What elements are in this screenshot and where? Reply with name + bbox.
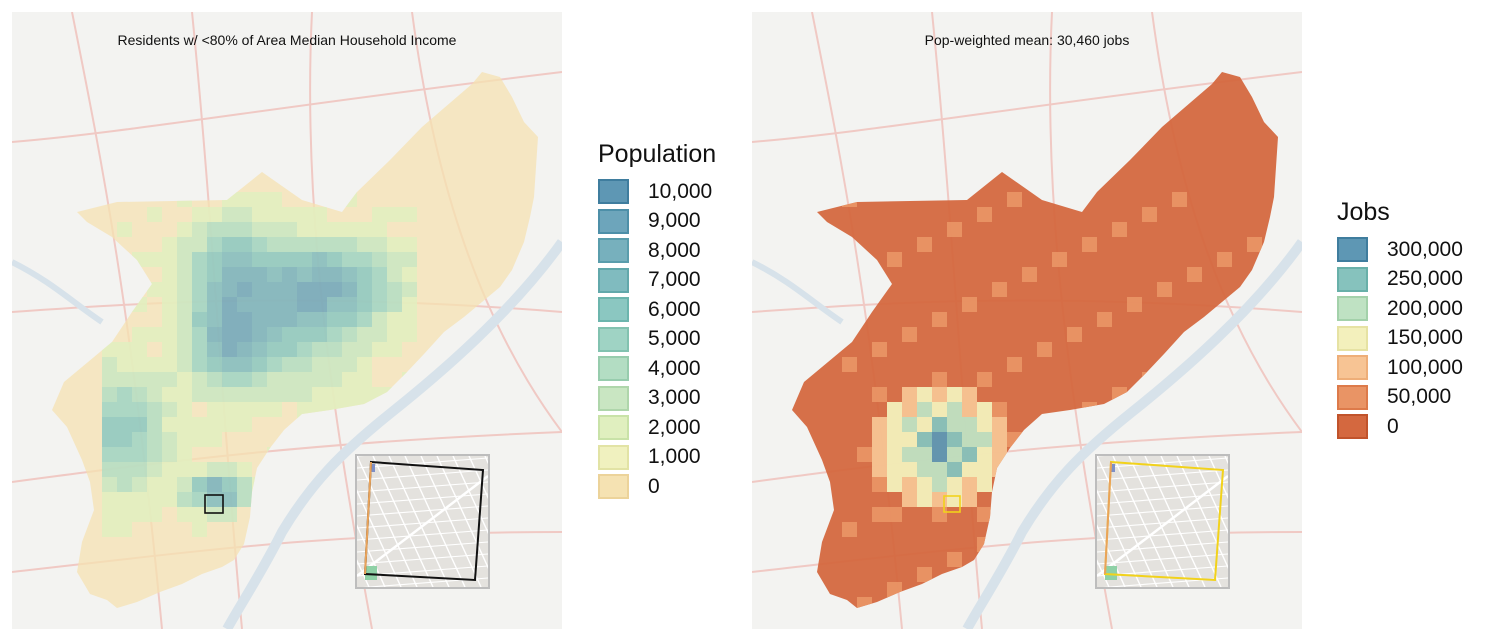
legend-item: 0 xyxy=(598,472,716,502)
legend-item: 7,000 xyxy=(598,266,716,296)
selected-cell-marker xyxy=(943,495,961,513)
legend-label: 0 xyxy=(648,474,660,498)
legend-item: 9,000 xyxy=(598,207,716,237)
legend-item: 200,000 xyxy=(1337,294,1463,324)
legend-item: 100,000 xyxy=(1337,353,1463,383)
legend-swatch xyxy=(1337,355,1368,381)
legend-item: 2,000 xyxy=(598,413,716,443)
legend-item: 50,000 xyxy=(1337,383,1463,413)
inset-streets xyxy=(1097,456,1228,587)
legend-swatch xyxy=(1337,384,1368,410)
legend-label: 50,000 xyxy=(1387,385,1452,409)
inset-streets xyxy=(357,456,488,587)
map-title: Residents w/ <80% of Area Median Househo… xyxy=(117,32,457,48)
legend-swatch xyxy=(1337,237,1368,263)
legend-swatch xyxy=(598,444,629,470)
jobs-legend: Jobs 300,000 250,000 200,000 150,000 100,000… xyxy=(1337,198,1463,442)
legend-label: 100,000 xyxy=(1387,355,1463,379)
legend-label: 5,000 xyxy=(648,327,701,351)
population-legend: Population 10,000 9,000 8,000 7,000 6,000 5,0… xyxy=(598,140,716,502)
legend-swatch xyxy=(598,385,629,411)
legend-label: 250,000 xyxy=(1387,267,1463,291)
legend-label: 8,000 xyxy=(648,238,701,262)
legend-item: 1,000 xyxy=(598,443,716,473)
legend-swatch xyxy=(1337,296,1368,322)
legend-title: Jobs xyxy=(1337,198,1390,226)
legend-swatch xyxy=(598,326,629,352)
legend-swatch xyxy=(598,356,629,382)
legend-label: 4,000 xyxy=(648,356,701,380)
legend-label: 10,000 xyxy=(648,179,713,203)
legend-label: 200,000 xyxy=(1387,296,1463,320)
legend-label: 3,000 xyxy=(648,386,701,410)
map-title: Pop-weighted mean: 30,460 jobs xyxy=(924,32,1130,48)
legend-item: 150,000 xyxy=(1337,324,1463,354)
jobs-map xyxy=(752,12,1302,629)
legend-item: 6,000 xyxy=(598,295,716,325)
inset-map xyxy=(355,454,490,589)
legend-swatch xyxy=(598,208,629,234)
selected-cell-marker xyxy=(204,494,224,514)
legend-item: 0 xyxy=(1337,412,1463,442)
legend-item: 5,000 xyxy=(598,325,716,355)
legend-swatch xyxy=(598,238,629,264)
legend-swatch xyxy=(598,474,629,500)
legend-swatch xyxy=(598,415,629,441)
legend-label: 1,000 xyxy=(648,445,701,469)
legend-swatch xyxy=(598,297,629,323)
legend-swatch xyxy=(1337,325,1368,351)
legend-item: 4,000 xyxy=(598,354,716,384)
inset-map xyxy=(1095,454,1230,589)
legend-label: 9,000 xyxy=(648,209,701,233)
legend-item: 300,000 xyxy=(1337,235,1463,265)
legend-swatch xyxy=(598,267,629,293)
income-map-panel: Residents w/ <80% of Area Median Househo… xyxy=(12,12,562,629)
legend-label: 6,000 xyxy=(648,297,701,321)
legend-title: Population xyxy=(598,140,717,168)
legend-swatch xyxy=(598,179,629,205)
legend-swatch xyxy=(1337,414,1368,440)
legend-label: 2,000 xyxy=(648,415,701,439)
legend-label: 300,000 xyxy=(1387,237,1463,261)
legend-label: 0 xyxy=(1387,414,1399,438)
legend-item: 3,000 xyxy=(598,384,716,414)
legend-label: 150,000 xyxy=(1387,326,1463,350)
legend-item: 10,000 xyxy=(598,177,716,207)
legend-label: 7,000 xyxy=(648,268,701,292)
jobs-map-panel: Pop-weighted mean: 30,460 jobs xyxy=(752,12,1302,629)
legend-swatch xyxy=(1337,266,1368,292)
income-map xyxy=(12,12,562,629)
legend-item: 250,000 xyxy=(1337,265,1463,295)
legend-item: 8,000 xyxy=(598,236,716,266)
